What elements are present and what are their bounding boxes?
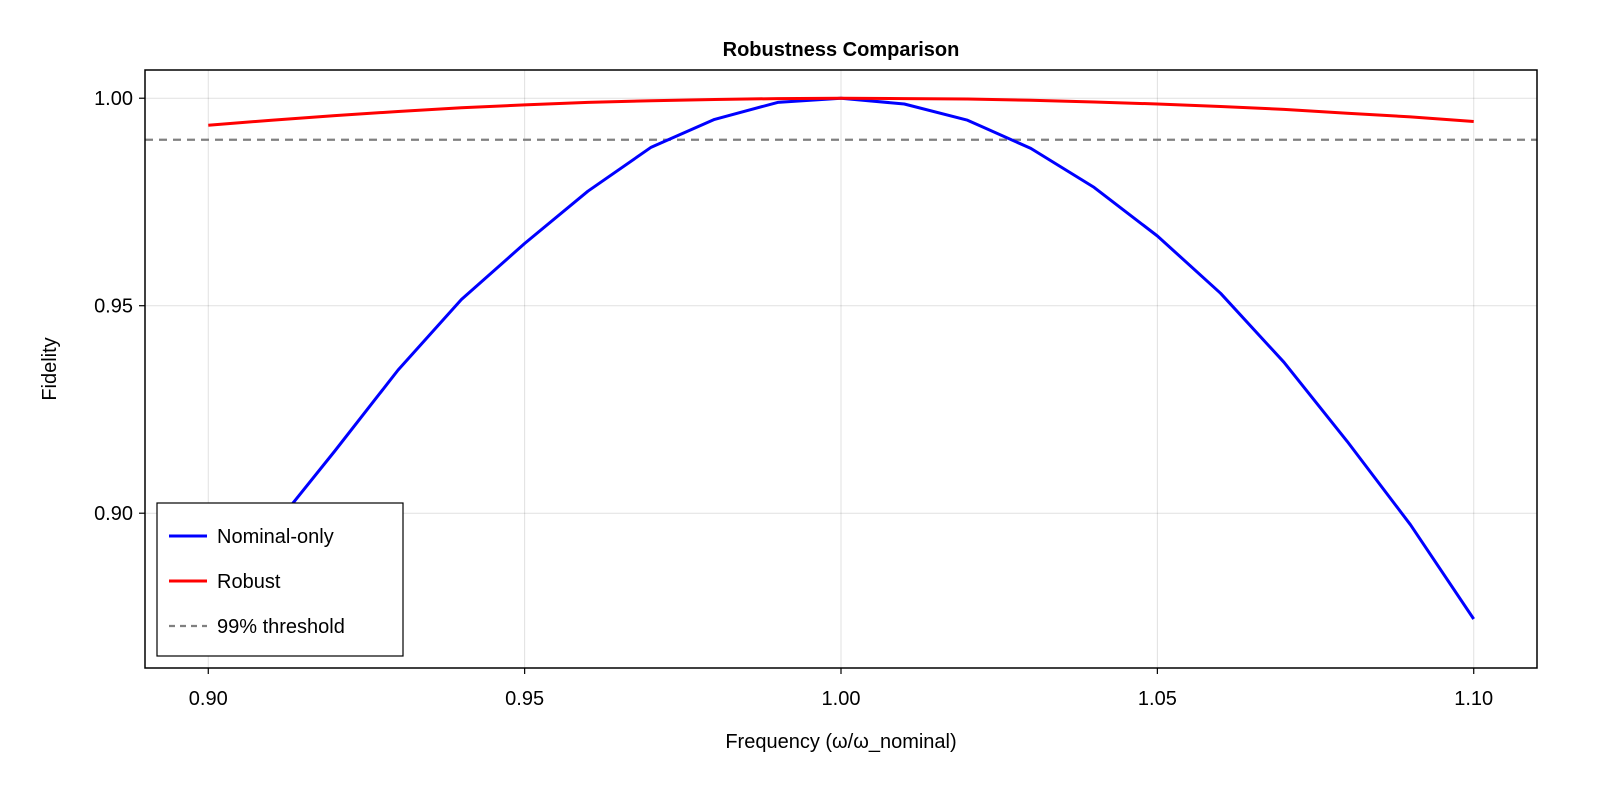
x-tick-label: 0.90 (189, 688, 228, 710)
x-tick-label: 1.00 (822, 688, 861, 710)
x-axis-ticks: 0.90 0.95 1.00 1.05 1.10 (189, 668, 1493, 710)
legend: Nominal-only Robust 99% threshold (156, 502, 404, 657)
y-tick-label: 1.00 (94, 88, 133, 110)
y-tick-label: 0.95 (94, 296, 133, 318)
x-tick-label: 1.05 (1138, 688, 1177, 710)
x-axis-label: Frequency (ω/ω_nominal) (725, 731, 956, 753)
legend-label: 99% threshold (217, 616, 345, 638)
legend-label: Nominal-only (217, 526, 334, 548)
series-lines (207, 96, 1475, 627)
legend-label: Robust (217, 571, 281, 593)
chart-title: Robustness Comparison (723, 39, 960, 61)
x-tick-label: 0.95 (505, 688, 544, 710)
y-axis-ticks: 0.90 0.95 1.00 (94, 88, 145, 525)
y-axis-label: Fidelity (39, 337, 61, 400)
y-tick-label: 0.90 (94, 503, 133, 525)
x-tick-label: 1.10 (1454, 688, 1493, 710)
series-line-robust (208, 96, 1474, 127)
